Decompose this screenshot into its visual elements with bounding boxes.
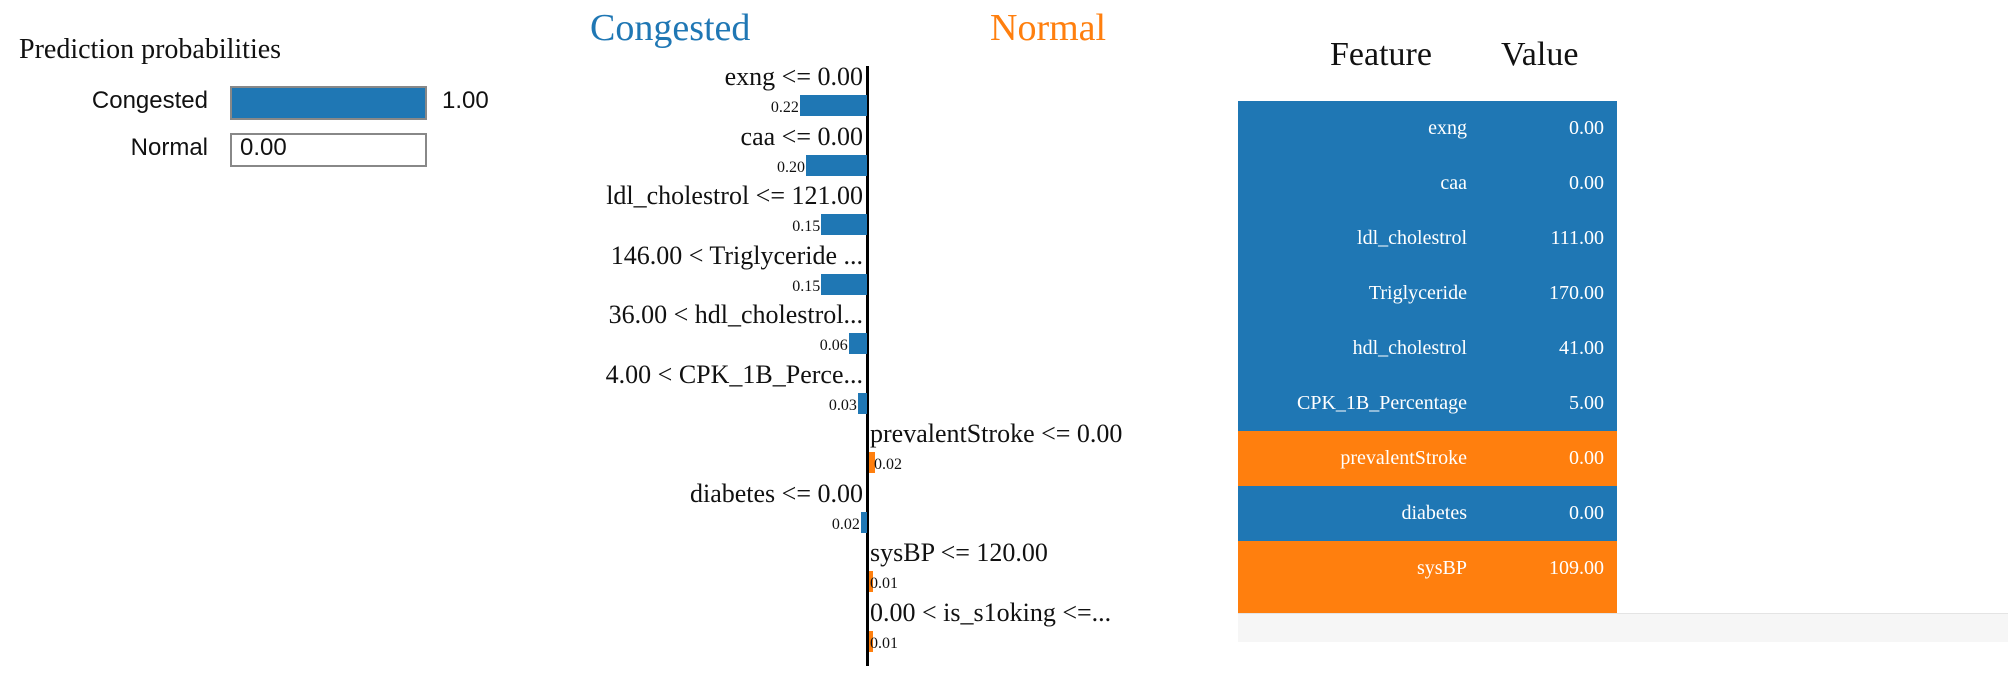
feature-weight-label: 0.15 (792, 218, 821, 235)
feature-label: 0.00 < is_s1oking <=... (870, 597, 1112, 627)
class-title-normal: Normal (990, 7, 1107, 49)
prediction-label: Normal (130, 134, 208, 161)
table-row: ldl_cholestrol 111.00 (1238, 211, 1617, 266)
feature-bar (869, 630, 873, 652)
feature-label: 36.00 < hdl_cholestrol... (608, 300, 863, 329)
feature-bar (799, 95, 867, 116)
feature-bar (821, 214, 867, 235)
feature-weight-label: 0.02 (874, 456, 902, 473)
table-cell-value: 0.00 (1569, 117, 1604, 139)
table-cell-feature: Triglyceride (1368, 282, 1467, 304)
feature-label: 146.00 < Triglyceride ... (610, 240, 863, 270)
table-cell-value: 0.00 (1569, 172, 1604, 194)
prediction-probabilities-title: Prediction probabilities (19, 34, 282, 65)
feature-bar (806, 154, 867, 176)
feature-label: 4.00 < CPK_1B_Perce... (605, 359, 863, 389)
feature-weight-label: 0.01 (870, 634, 898, 652)
feature-weight-label: 0.20 (777, 158, 805, 176)
table-cell-value: 41.00 (1559, 337, 1604, 359)
table-row: diabetes 0.00 (1238, 486, 1617, 541)
table-row: hdl_cholestrol 41.00 (1238, 321, 1617, 376)
table-cell-value: 111.00 (1550, 227, 1604, 249)
feature-weight-label: 0.03 (828, 396, 857, 414)
feature-label: diabetes <= 0.00 (689, 478, 863, 508)
table-cell-feature: caa (1440, 172, 1467, 194)
table-cell-feature: ldl_cholestrol (1357, 227, 1467, 249)
feature-bar (848, 333, 867, 354)
table-row: prevalentStroke 0.00 (1238, 431, 1617, 486)
feature-bar (869, 571, 873, 592)
table-cell-feature: prevalentStroke (1340, 447, 1467, 469)
table-row: caa 0.00 (1238, 156, 1617, 211)
feature-label: sysBP <= 120.00 (870, 538, 1048, 567)
feature-weight-label: 0.06 (819, 337, 848, 354)
table-cell-value: 109.00 (1549, 557, 1604, 579)
table-footer-strip (1238, 613, 2008, 642)
table-row: CPK_1B_Percentage 5.00 (1238, 376, 1617, 431)
table-cell-value: 5.00 (1569, 392, 1604, 414)
table-cell-feature: diabetes (1401, 502, 1467, 524)
feature-label: exng <= 0.00 (724, 62, 863, 91)
table-cell-feature: exng (1428, 117, 1467, 139)
feature-bar (857, 392, 867, 414)
prediction-bar-box (230, 133, 427, 167)
table-row: sysBP 109.00 (1238, 541, 1617, 615)
feature-bar (821, 273, 867, 295)
table-cell-value: 170.00 (1549, 282, 1604, 304)
feature-weight-label: 0.02 (831, 515, 860, 533)
table-row: exng 0.00 (1238, 101, 1617, 156)
feature-value-table: exng 0.00 caa 0.00 ldl_cholestrol 111.00 Trigl… (1238, 101, 1617, 615)
table-row: Triglyceride 170.00 (1238, 266, 1617, 321)
table-cell-feature: hdl_cholestrol (1352, 337, 1467, 359)
chart-axis-line (866, 66, 869, 666)
table-cell-feature: sysBP (1416, 557, 1467, 579)
prediction-bar-box (230, 86, 427, 120)
table-header-feature: Feature (1330, 36, 1432, 73)
feature-label: caa <= 0.00 (740, 121, 863, 151)
feature-weight-label: 0.22 (770, 99, 799, 116)
prediction-bar-fill (232, 88, 425, 118)
feature-bar (860, 511, 867, 533)
class-title-congested: Congested (590, 7, 751, 49)
table-cell-value: 0.00 (1569, 447, 1604, 469)
table-header-value: Value (1501, 36, 1579, 73)
feature-label: ldl_cholestrol <= 121.00 (606, 181, 863, 210)
feature-weight-label: 0.01 (870, 575, 898, 592)
prediction-value: 1.00 (442, 87, 489, 114)
feature-weight-label: 0.15 (792, 277, 821, 295)
prediction-label: Congested (91, 87, 208, 114)
table-cell-value: 0.00 (1569, 502, 1604, 524)
feature-label: prevalentStroke <= 0.00 (870, 419, 1123, 448)
prediction-value: 0.00 (240, 134, 287, 161)
table-cell-feature: CPK_1B_Percentage (1297, 392, 1467, 414)
feature-bar (869, 452, 876, 473)
